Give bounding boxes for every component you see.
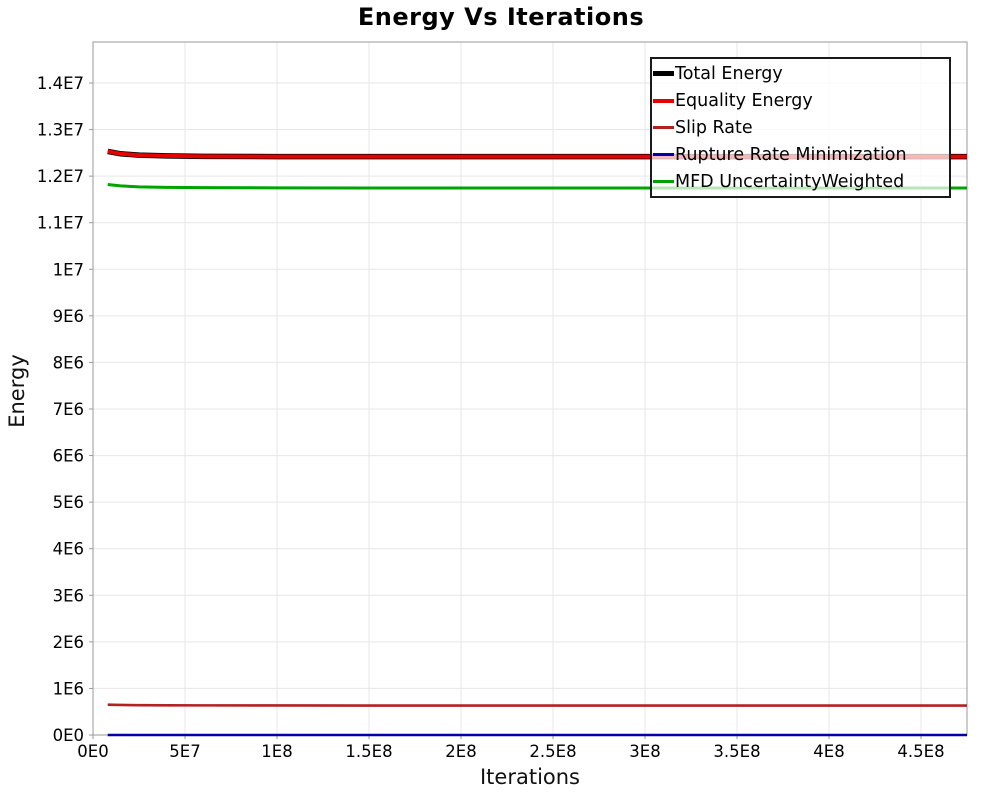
y-tick-label: 1.4E7: [37, 74, 84, 93]
x-tick-label: 4.5E8: [897, 742, 944, 761]
y-tick-label: 0E0: [53, 726, 84, 745]
y-tick-label: 7E6: [53, 400, 84, 419]
y-tick-label: 1.1E7: [37, 214, 84, 233]
y-tick-label: 1E7: [53, 260, 84, 279]
legend-box: Total Energy Equality Energy Slip Rate Rupt…: [650, 57, 951, 198]
legend-item-label: Equality Energy: [675, 90, 813, 111]
x-tick-label: 3E8: [629, 742, 660, 761]
x-tick-label: 2.5E8: [529, 742, 576, 761]
y-tick-label: 5E6: [53, 493, 84, 512]
y-tick-label: 6E6: [53, 447, 84, 466]
series-line-slip-rate: [107, 703, 967, 707]
y-axis-title: Energy: [5, 354, 29, 428]
legend-line-marker: [653, 153, 674, 156]
legend-line-marker: [653, 180, 674, 183]
x-tick-label: 1E8: [261, 742, 292, 761]
legend-item-equality-energy: Equality Energy: [653, 91, 949, 111]
legend-item-slip-rate: Slip Rate: [653, 118, 949, 138]
x-tick-label: 0E0: [77, 742, 108, 761]
y-tick-label: 9E6: [53, 307, 84, 326]
y-tick-label: 3E6: [53, 586, 84, 605]
legend-item-label: Rupture Rate Minimization: [675, 144, 907, 165]
legend-item-label: Slip Rate: [675, 117, 753, 138]
legend-item-rupture-rate-minimization: Rupture Rate Minimization: [653, 145, 949, 165]
legend-item-total-energy: Total Energy: [653, 64, 949, 84]
x-axis-title: Iterations: [479, 765, 581, 789]
y-tick-label: 1.3E7: [37, 121, 84, 140]
x-tick-label: 3.5E8: [713, 742, 760, 761]
chart-title: Energy Vs Iterations: [357, 3, 645, 31]
legend-line-marker: [653, 98, 674, 103]
x-tick-label: 1.5E8: [345, 742, 392, 761]
legend-item-label: Total Energy: [675, 63, 783, 84]
y-tick-label: 2E6: [53, 633, 84, 652]
legend-item-mfd-uncertaintyweighted: MFD UncertaintyWeighted: [653, 172, 949, 192]
legend-item-label: MFD UncertaintyWeighted: [675, 171, 905, 192]
legend-line-marker: [653, 71, 674, 76]
x-tick-label: 4E8: [813, 742, 844, 761]
x-tick-label: 2E8: [445, 742, 476, 761]
legend-line-marker: [653, 126, 674, 129]
y-tick-label: 4E6: [53, 540, 84, 559]
x-tick-label: 5E7: [169, 742, 200, 761]
y-tick-label: 1.2E7: [37, 167, 84, 186]
y-tick-label: 8E6: [53, 353, 84, 372]
y-tick-label: 1E6: [53, 679, 84, 698]
